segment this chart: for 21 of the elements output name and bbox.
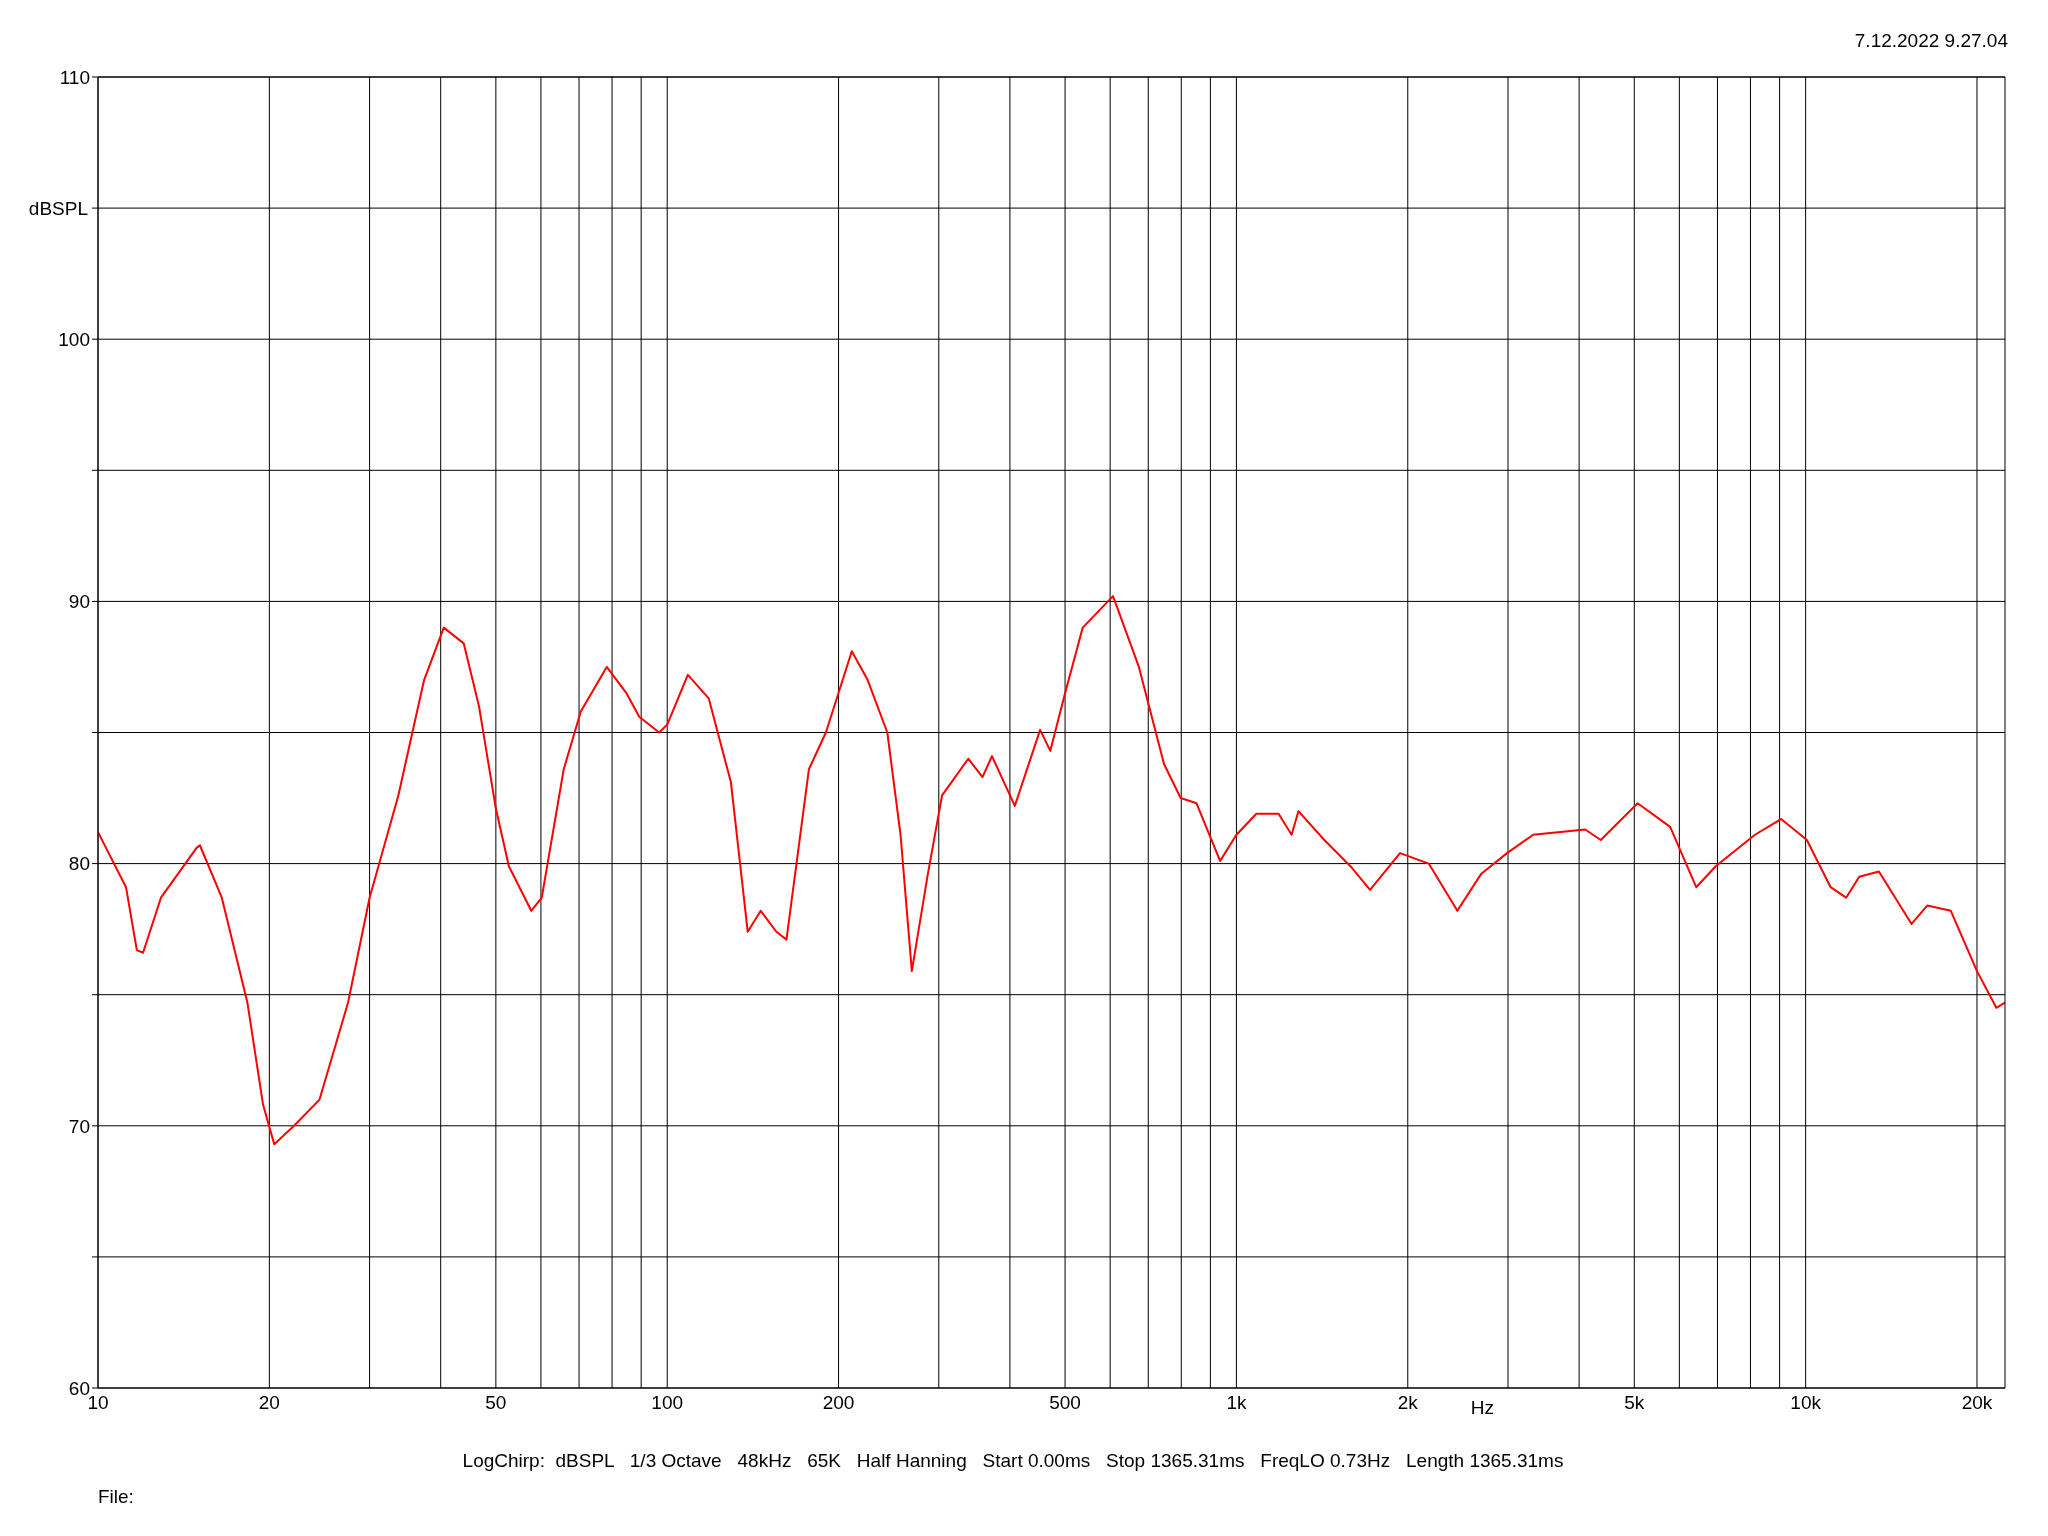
text: 7.12.2022 9.27.04 (1854, 30, 2008, 52)
x-tick-label: 1k (1226, 1392, 1247, 1414)
x-tick-label: 200 (822, 1392, 855, 1414)
x-tick-label: 500 (1049, 1392, 1081, 1414)
x-tick-label: 20 (258, 1392, 280, 1414)
x-tick-label: 5k (1624, 1392, 1645, 1414)
x-tick-label: 100 (651, 1392, 684, 1414)
y-tick-label: 80 (68, 853, 90, 875)
text: File: (98, 1486, 134, 1508)
text: LogChirp: dBSPL 1/3 Octave 48kHz 65K Half Hanning Start 0.00ms Stop 1365.31ms FreqLO 0.73Hz Length 1365.31ms (461, 1450, 1565, 1472)
x-tick-label: 20k (1961, 1392, 1993, 1414)
y-tick-label: 110 (59, 66, 90, 88)
y-tick-label: 60 (68, 1377, 90, 1399)
x-tick-label: 2k (1397, 1392, 1419, 1414)
x-tick-label: 50 (485, 1392, 507, 1414)
y-axis-title: dBSPL (28, 198, 88, 220)
y-tick-label: 100 (58, 328, 90, 350)
y-tick-label: 70 (68, 1115, 90, 1137)
y-tick-label: 90 (68, 591, 90, 613)
x-axis-title: Hz (1470, 1397, 1495, 1418)
x-tick-label: 10k (1790, 1392, 1822, 1414)
